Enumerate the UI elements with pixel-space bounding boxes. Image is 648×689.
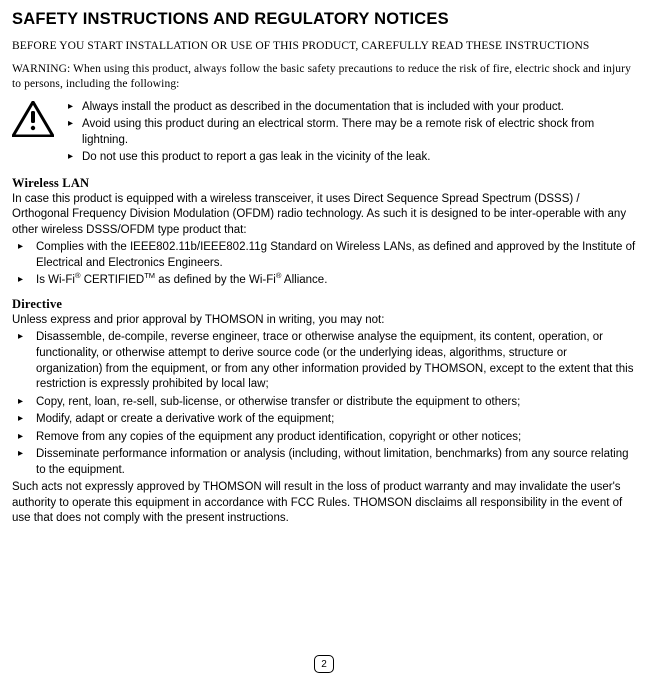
bullet-item: Disassemble, de-compile, reverse enginee… (12, 330, 636, 392)
bullet-item: Modify, adapt or create a derivative wor… (12, 412, 636, 428)
warning-row: Always install the product as described … (12, 100, 636, 168)
bullet-item: Avoid using this product during an elect… (64, 117, 636, 148)
page-title: SAFETY INSTRUCTIONS AND REGULATORY NOTIC… (12, 10, 636, 29)
page-number: 2 (314, 655, 334, 673)
bullet-item: Is Wi-Fi® CERTIFIEDTM as defined by the … (12, 273, 636, 289)
warning-icon (12, 101, 54, 137)
directive-para: Unless express and prior approval by THO… (12, 313, 636, 329)
warning-text: WARNING: When using this product, always… (12, 62, 636, 92)
tm-mark: TM (144, 272, 155, 281)
bullet-item: Disseminate performance information or a… (12, 447, 636, 478)
bullet-item: Copy, rent, loan, re-sell, sub-license, … (12, 395, 636, 411)
bullet-item: Always install the product as described … (64, 100, 636, 116)
directive-heading: Directive (12, 297, 636, 312)
directive-closing: Such acts not expressly approved by THOM… (12, 480, 636, 527)
top-bullets: Always install the product as described … (64, 100, 636, 168)
wireless-para: In case this product is equipped with a … (12, 192, 636, 239)
bullet-item: Remove from any copies of the equipment … (12, 430, 636, 446)
intro-caps: BEFORE YOU START INSTALLATION OR USE OF … (12, 39, 636, 54)
directive-bullets: Disassemble, de-compile, reverse enginee… (12, 330, 636, 478)
bullet-item: Complies with the IEEE802.11b/IEEE802.11… (12, 240, 636, 271)
bullet-item: Do not use this product to report a gas … (64, 150, 636, 166)
wireless-bullets: Complies with the IEEE802.11b/IEEE802.11… (12, 240, 636, 289)
page: SAFETY INSTRUCTIONS AND REGULATORY NOTIC… (0, 0, 648, 689)
wireless-heading: Wireless LAN (12, 176, 636, 191)
